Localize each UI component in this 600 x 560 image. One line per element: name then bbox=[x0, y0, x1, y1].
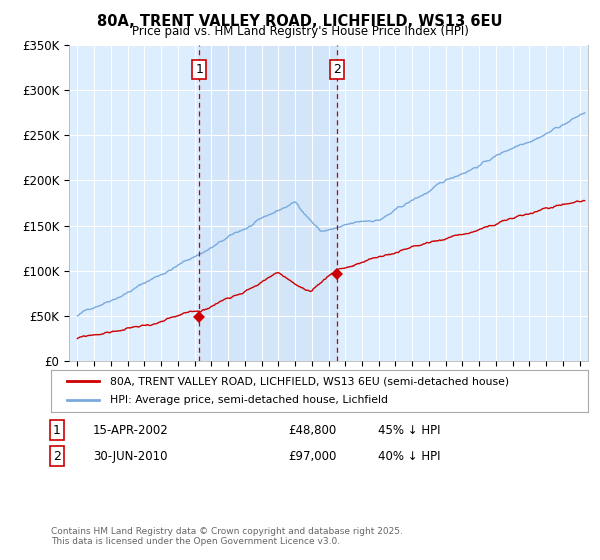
Text: 40% ↓ HPI: 40% ↓ HPI bbox=[378, 450, 440, 463]
Bar bbox=[199, 45, 337, 361]
Text: Contains HM Land Registry data © Crown copyright and database right 2025.
This d: Contains HM Land Registry data © Crown c… bbox=[51, 526, 403, 546]
Text: 1: 1 bbox=[196, 63, 203, 76]
Text: 15-APR-2002: 15-APR-2002 bbox=[93, 423, 169, 437]
Text: 45% ↓ HPI: 45% ↓ HPI bbox=[378, 423, 440, 437]
Text: 80A, TRENT VALLEY ROAD, LICHFIELD, WS13 6EU: 80A, TRENT VALLEY ROAD, LICHFIELD, WS13 … bbox=[97, 14, 503, 29]
Text: HPI: Average price, semi-detached house, Lichfield: HPI: Average price, semi-detached house,… bbox=[110, 395, 388, 405]
Text: Price paid vs. HM Land Registry's House Price Index (HPI): Price paid vs. HM Land Registry's House … bbox=[131, 25, 469, 38]
Text: 30-JUN-2010: 30-JUN-2010 bbox=[93, 450, 167, 463]
Text: £97,000: £97,000 bbox=[288, 450, 337, 463]
Text: 2: 2 bbox=[53, 450, 61, 463]
Text: 1: 1 bbox=[53, 423, 61, 437]
Text: 80A, TRENT VALLEY ROAD, LICHFIELD, WS13 6EU (semi-detached house): 80A, TRENT VALLEY ROAD, LICHFIELD, WS13 … bbox=[110, 376, 509, 386]
Text: £48,800: £48,800 bbox=[288, 423, 336, 437]
Text: 2: 2 bbox=[333, 63, 341, 76]
